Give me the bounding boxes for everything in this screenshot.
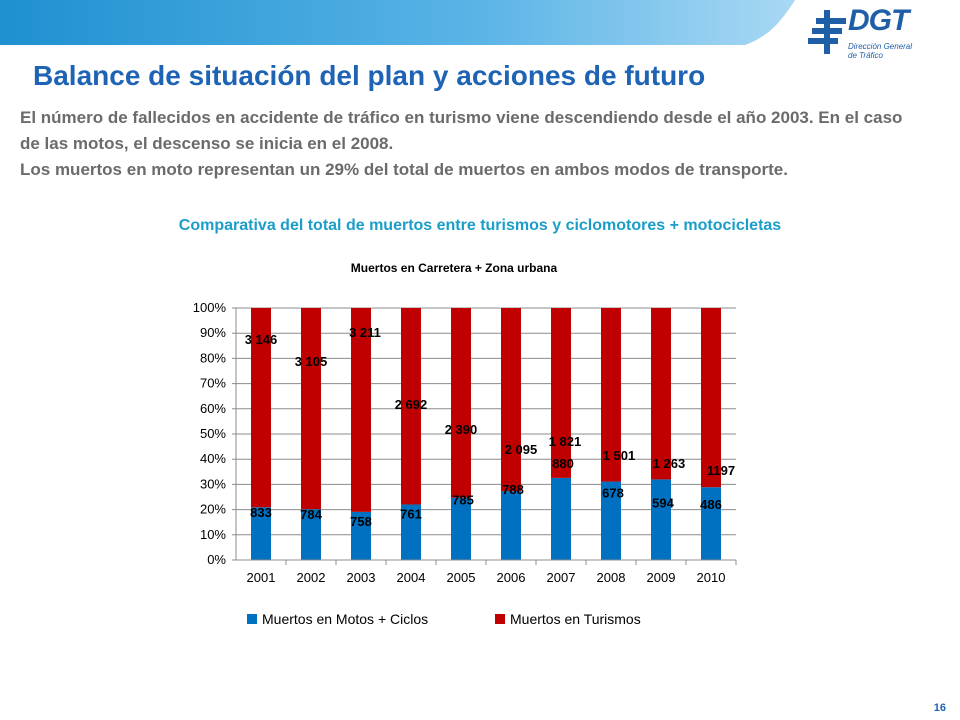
- bar-turismos: [501, 308, 521, 492]
- bar-motos: [651, 479, 671, 560]
- x-tick-label: 2005: [447, 570, 476, 585]
- y-tick-label: 100%: [193, 300, 227, 315]
- x-tick-label: 2006: [497, 570, 526, 585]
- data-label-motos: 833: [250, 505, 272, 520]
- data-label-motos: 594: [652, 495, 674, 510]
- data-label-motos: 678: [602, 486, 624, 501]
- data-label-turismos: 1 821: [549, 434, 582, 449]
- logo-subtitle: de Tráfico: [848, 51, 883, 60]
- bar-motos: [251, 507, 271, 560]
- data-label-turismos: 3 146: [245, 332, 278, 347]
- page-title: Balance de situación del plan y acciones…: [33, 60, 706, 91]
- data-label-turismos: 1 263: [653, 456, 686, 471]
- bar-turismos: [401, 308, 421, 505]
- body-paragraph: El número de fallecidos en accidente de …: [20, 108, 903, 153]
- data-label-turismos: 1 501: [603, 448, 636, 463]
- bar-motos: [701, 487, 721, 560]
- bar-turismos: [451, 308, 471, 498]
- x-tick-label: 2003: [347, 570, 376, 585]
- data-label-motos: 486: [700, 497, 722, 512]
- x-tick-label: 2007: [547, 570, 576, 585]
- x-tick-label: 2001: [247, 570, 276, 585]
- bar-turismos: [301, 308, 321, 510]
- page-number: 16: [933, 702, 946, 714]
- bar-turismos: [651, 308, 671, 480]
- bar-motos: [351, 511, 371, 560]
- x-tick-label: 2010: [697, 570, 726, 585]
- body-paragraph: Los muertos en moto representan un 29% d…: [20, 160, 788, 179]
- bar-turismos: [351, 308, 371, 512]
- logo-subtitle: Dirección General: [848, 42, 913, 51]
- section-title: Comparativa del total de muertos entre t…: [178, 217, 782, 234]
- bar-motos: [601, 481, 621, 560]
- bar-motos: [301, 509, 321, 560]
- bar-motos: [551, 477, 571, 560]
- y-tick-label: 80%: [200, 350, 226, 365]
- data-label-motos: 788: [502, 482, 524, 497]
- bar-motos: [401, 504, 421, 560]
- y-tick-label: 20%: [200, 502, 226, 517]
- y-tick-label: 0%: [207, 552, 226, 567]
- bar-turismos: [251, 308, 271, 508]
- data-label-turismos: 3 211: [349, 325, 381, 340]
- data-label-turismos: 3 105: [295, 354, 328, 369]
- y-tick-label: 30%: [200, 476, 226, 491]
- data-label-turismos: 2 692: [395, 397, 428, 412]
- x-tick-label: 2009: [647, 570, 676, 585]
- y-tick-label: 90%: [200, 325, 226, 340]
- x-tick-label: 2008: [597, 570, 626, 585]
- bar-turismos: [701, 308, 721, 488]
- stacked-bar-chart: Muertos en Carretera + Zona urbana 0% 10% 2…: [193, 261, 737, 627]
- legend-label-turismos: Muertos en Turismos: [510, 611, 641, 627]
- data-label-motos: 758: [350, 514, 372, 529]
- logo-text: DGT: [848, 4, 909, 37]
- bar-turismos: [551, 308, 571, 478]
- data-label-motos: 785: [452, 493, 474, 508]
- data-label-turismos: 1197: [707, 463, 735, 478]
- bar-motos: [501, 491, 521, 560]
- data-label-turismos: 2 390: [445, 422, 478, 437]
- header-band: [0, 0, 795, 45]
- legend-swatch-turismos: [495, 614, 505, 624]
- bar-turismos: [601, 308, 621, 482]
- legend-label-motos: Muertos en Motos + Ciclos: [262, 611, 428, 627]
- y-tick-label: 70%: [200, 376, 226, 391]
- data-label-motos: 784: [300, 507, 322, 522]
- data-label-motos: 880: [552, 456, 574, 471]
- legend-swatch-motos: [247, 614, 257, 624]
- data-label-turismos: 2 095: [505, 442, 538, 457]
- y-tick-label: 60%: [200, 401, 226, 416]
- x-tick-label: 2002: [297, 570, 326, 585]
- x-tick-label: 2004: [397, 570, 426, 585]
- dgt-logo-icon: [808, 10, 846, 54]
- y-tick-label: 10%: [200, 527, 226, 542]
- bar-motos: [451, 497, 471, 560]
- data-label-motos: 761: [400, 506, 422, 521]
- chart-title: Muertos en Carretera + Zona urbana: [351, 261, 558, 275]
- y-tick-label: 50%: [200, 426, 226, 441]
- y-tick-label: 40%: [200, 451, 226, 466]
